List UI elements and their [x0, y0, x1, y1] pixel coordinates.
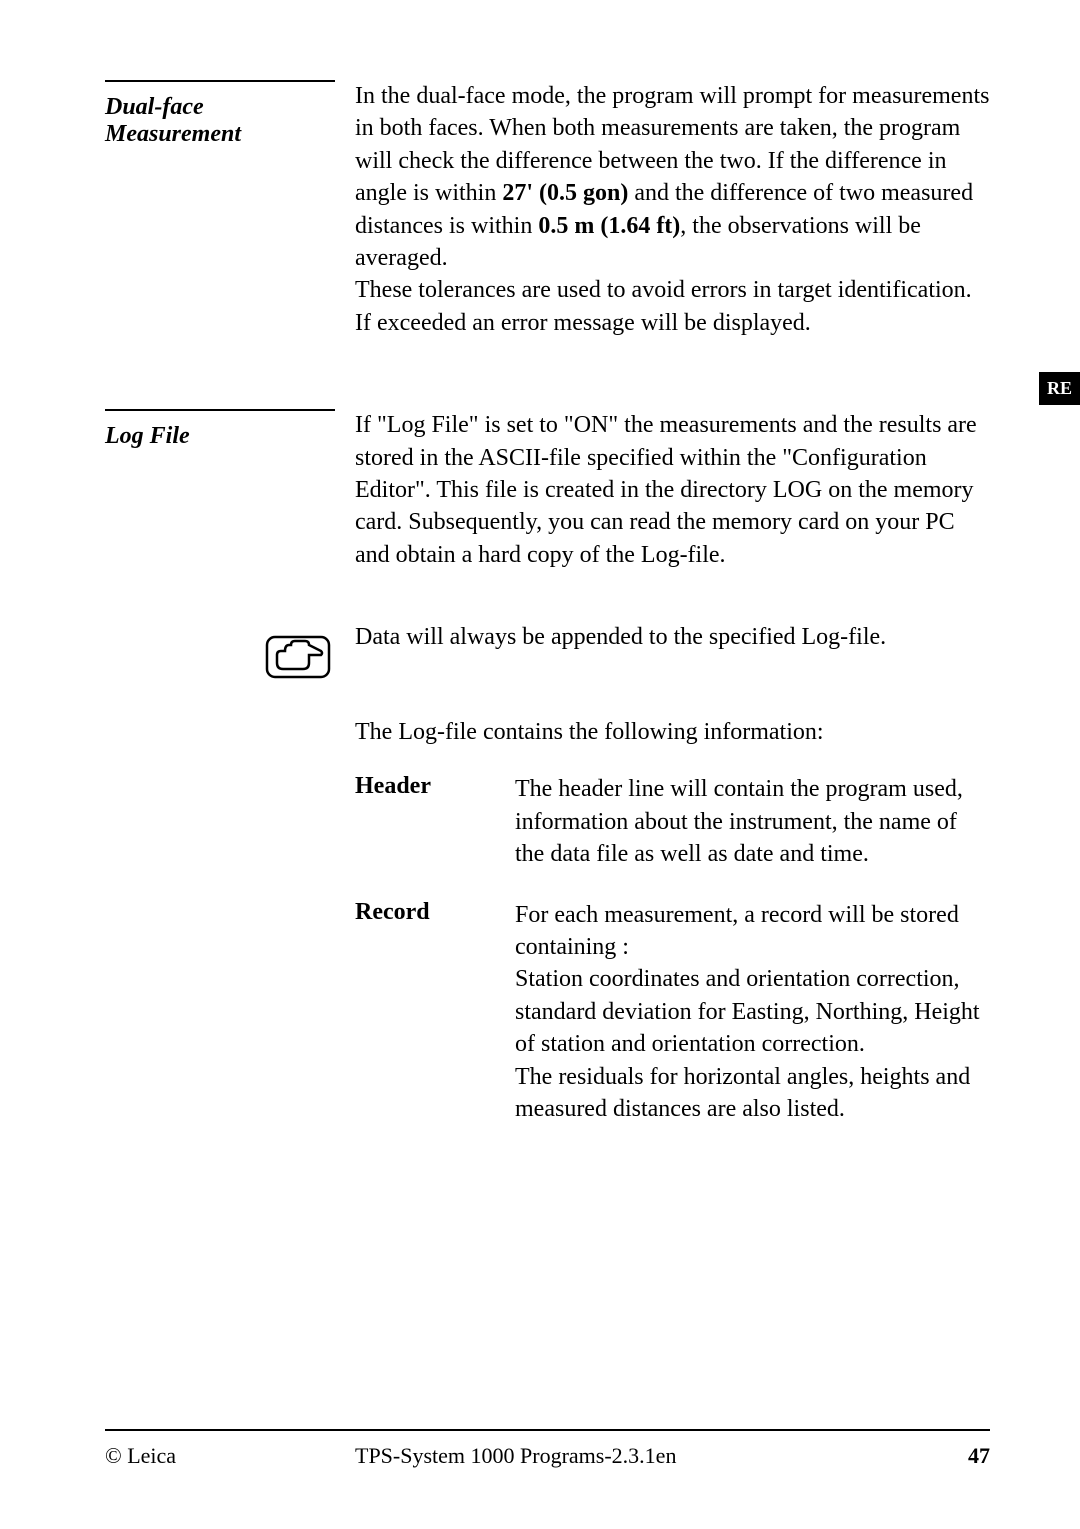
info-desc-header: The header line will contain the program…	[515, 773, 990, 870]
record-desc1: For each measurement, a record will be s…	[515, 899, 990, 964]
info-label-record: Record	[355, 899, 515, 1126]
note-icon-container	[105, 621, 355, 681]
pointing-hand-icon	[265, 631, 335, 681]
info-label-header: Header	[355, 773, 515, 870]
footer-page-number: 47	[968, 1443, 990, 1469]
side-tab-re: RE	[1039, 372, 1080, 405]
footer-copyright: © Leica	[105, 1443, 355, 1469]
text-bold: 27' (0.5 gon)	[502, 180, 628, 206]
record-desc3: The residuals for horizontal angles, hei…	[515, 1061, 990, 1126]
dualface-para2: These tolerances are used to avoid error…	[355, 274, 990, 306]
dualface-para3: If exceeded an error message will be dis…	[355, 307, 990, 339]
note-section: Data will always be appended to the spec…	[105, 621, 990, 681]
info-desc-record: For each measurement, a record will be s…	[515, 899, 990, 1126]
section-logfile: Log File If "Log File" is set to "ON" th…	[105, 409, 990, 571]
record-desc2: Station coordinates and orientation corr…	[515, 963, 990, 1060]
section-divider	[105, 80, 335, 82]
page-footer: © Leica TPS-System 1000 Programs-2.3.1en…	[105, 1429, 990, 1469]
section-left: Log File	[105, 409, 355, 571]
text-bold: 0.5 m (1.64 ft)	[538, 213, 680, 239]
footer-divider	[105, 1429, 990, 1431]
info-intro: The Log-file contains the following info…	[355, 716, 990, 748]
dualface-para1: In the dual-face mode, the program will …	[355, 80, 990, 274]
footer-content: © Leica TPS-System 1000 Programs-2.3.1en…	[105, 1443, 990, 1469]
section-title-logfile: Log File	[105, 423, 335, 450]
section-dualface: Dual-face Measurement In the dual-face m…	[105, 80, 990, 339]
section-divider	[105, 409, 335, 411]
info-item-header: Header The header line will contain the …	[355, 773, 990, 870]
info-item-record: Record For each measurement, a record wi…	[355, 899, 990, 1126]
logfile-para: If "Log File" is set to "ON" the measure…	[355, 409, 990, 571]
section-title-dualface: Dual-face Measurement	[105, 94, 335, 148]
section-body-logfile: If "Log File" is set to "ON" the measure…	[355, 409, 990, 571]
section-body-dualface: In the dual-face mode, the program will …	[355, 80, 990, 339]
section-left: Dual-face Measurement	[105, 80, 355, 339]
footer-doc-title: TPS-System 1000 Programs-2.3.1en	[355, 1443, 968, 1469]
note-text: Data will always be appended to the spec…	[355, 621, 990, 681]
